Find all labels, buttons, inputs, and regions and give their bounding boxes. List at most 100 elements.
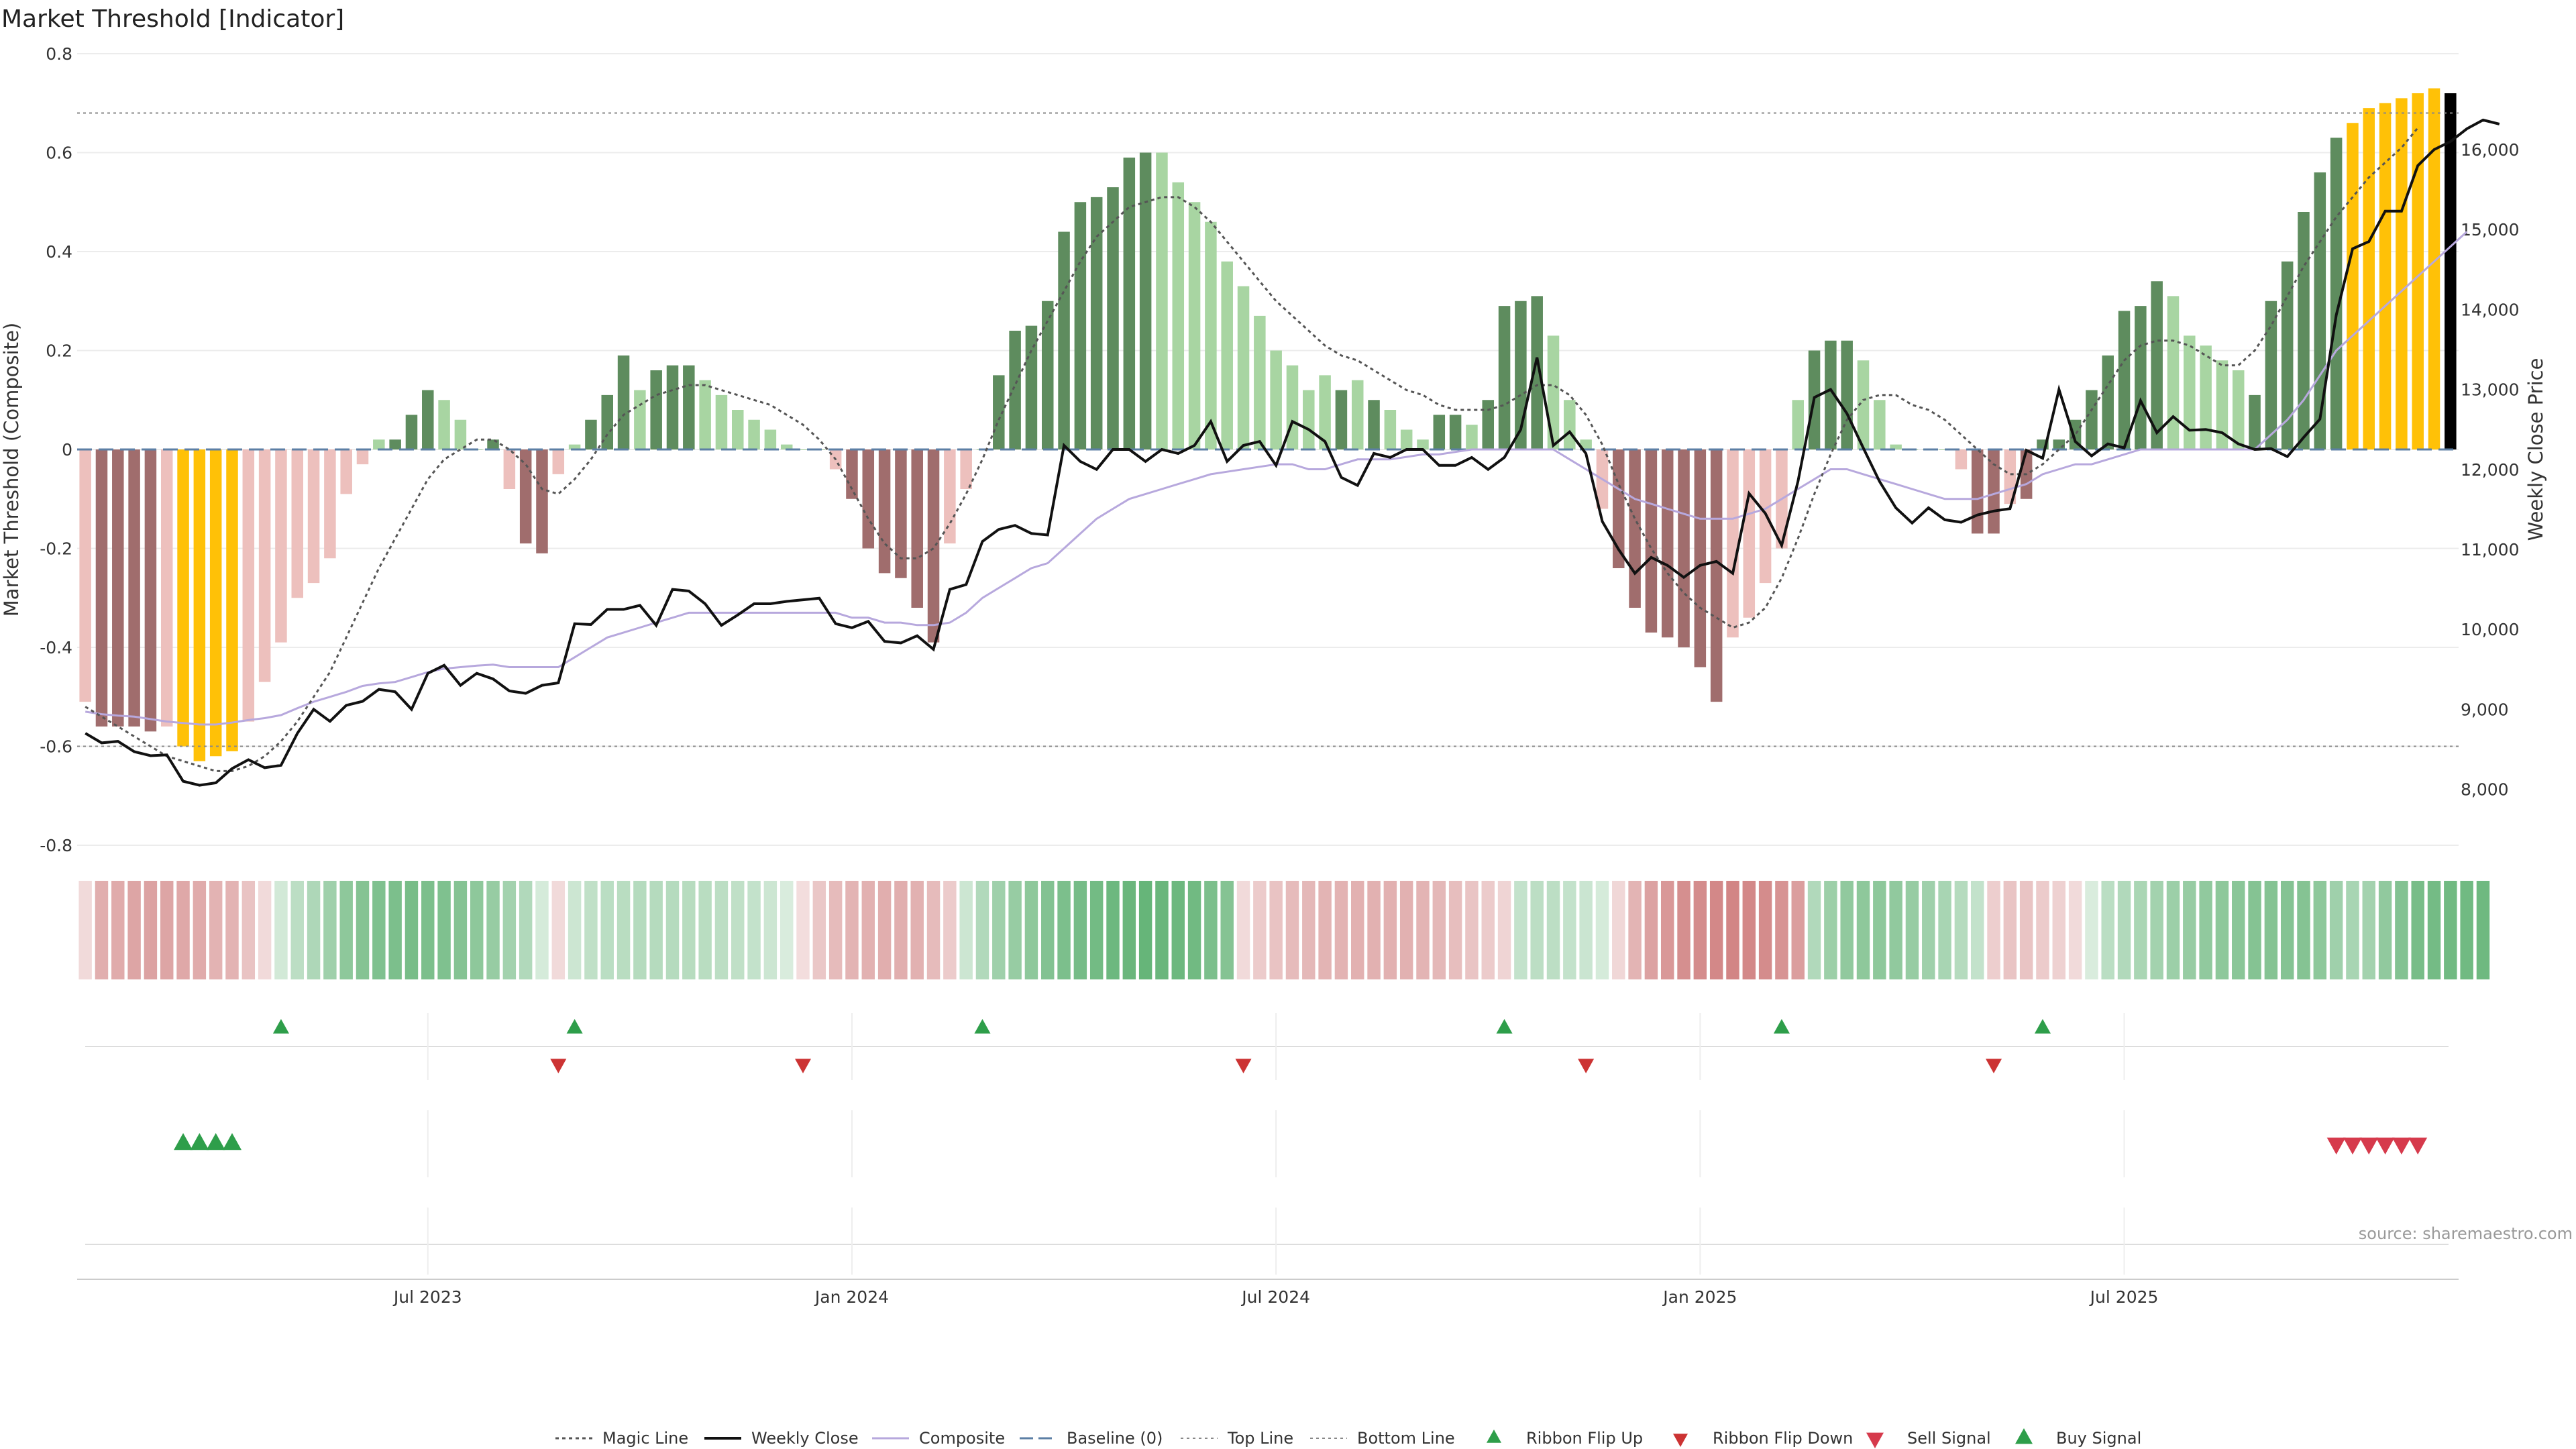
composite-bar xyxy=(1466,425,1478,449)
buy-signal-marker xyxy=(206,1133,225,1150)
ribbon-cell xyxy=(731,881,745,979)
ribbon-cell xyxy=(1514,881,1527,979)
ribbon-cell xyxy=(2476,881,2490,979)
legend-item-flip-down: Ribbon Flip Down xyxy=(1673,1429,1853,1448)
ribbon-cell xyxy=(241,881,256,979)
ribbon-cell xyxy=(2444,881,2457,979)
y-tick-label: 0 xyxy=(62,440,72,460)
y-tick-label: -0.8 xyxy=(40,836,72,855)
ribbon-cell xyxy=(1106,881,1120,979)
composite-bar xyxy=(1009,331,1021,449)
ribbon-cell xyxy=(2134,881,2147,979)
composite-bar xyxy=(1825,340,1837,449)
y2-tick-label: 10,000 xyxy=(2461,620,2519,639)
y2-tick-label: 14,000 xyxy=(2461,300,2519,319)
composite-bar xyxy=(878,449,891,574)
ribbon-cell xyxy=(437,881,451,979)
ribbon-cell xyxy=(1595,881,1609,979)
ribbon-cell xyxy=(812,881,826,979)
ribbon-cell xyxy=(1758,881,1772,979)
legend-label: Weekly Close xyxy=(751,1429,859,1448)
ribbon-cell xyxy=(845,881,859,979)
composite-bar xyxy=(1449,415,1462,449)
ribbon-cell xyxy=(209,881,223,979)
ribbon-cell xyxy=(111,881,125,979)
ribbon-cell xyxy=(2378,881,2392,979)
composite-bar xyxy=(2445,93,2457,449)
legend-swatch xyxy=(2015,1428,2033,1444)
legend-item-close: Weekly Close xyxy=(704,1429,859,1448)
ribbon-cell xyxy=(1905,881,1919,979)
composite-bar xyxy=(1743,449,1756,618)
composite-bar xyxy=(1107,187,1119,449)
y-tick-label: 0.8 xyxy=(46,44,72,64)
composite-bar xyxy=(1303,390,1315,449)
ribbon-cell xyxy=(616,881,631,979)
ribbon-cell xyxy=(1938,881,1951,979)
composite-bar xyxy=(1400,429,1413,449)
ribbon-cell xyxy=(470,881,484,979)
y2-tick-label: 12,000 xyxy=(2461,460,2519,480)
ribbon-cell xyxy=(2036,881,2049,979)
ribbon-cell xyxy=(1530,881,1544,979)
ribbon-cell xyxy=(2101,881,2114,979)
ribbon-cell xyxy=(861,881,875,979)
composite-bar xyxy=(780,444,793,449)
ribbon-cell xyxy=(193,881,207,979)
ribbon-cell xyxy=(894,881,908,979)
ribbon-flip-up-marker xyxy=(1773,1019,1790,1034)
ribbon-cell xyxy=(453,881,468,979)
composite-bar xyxy=(1531,296,1543,449)
composite-bar xyxy=(1792,400,1804,449)
ribbon-cell xyxy=(1399,881,1413,979)
ribbon-cell xyxy=(1334,881,1348,979)
ribbon-cell xyxy=(356,881,370,979)
ribbon-cell xyxy=(1954,881,1968,979)
ribbon-cell xyxy=(2085,881,2098,979)
composite-bar xyxy=(683,365,695,449)
ribbon-cell xyxy=(1155,881,1169,979)
legend-label: Top Line xyxy=(1227,1429,1293,1448)
composite-bar xyxy=(405,415,418,449)
ribbon-cell xyxy=(127,881,141,979)
composite-bar xyxy=(715,394,728,449)
legend: Magic Line Weekly Close Composite Baseline … xyxy=(555,1428,2141,1448)
x-tick-label: Jan 2024 xyxy=(814,1287,889,1307)
ribbon-cell xyxy=(2248,881,2261,979)
ribbon-cell xyxy=(535,881,549,979)
ribbon-cell xyxy=(877,881,892,979)
ribbon-cell xyxy=(421,881,435,979)
composite-bar xyxy=(258,449,271,682)
composite-bar xyxy=(242,449,255,722)
ribbon-flip-down-marker xyxy=(795,1059,812,1073)
ribbon-cell xyxy=(2232,881,2245,979)
ribbon-cell xyxy=(649,881,663,979)
ribbon-cell xyxy=(2215,881,2229,979)
ribbon-cell xyxy=(290,881,304,979)
ribbon-cell xyxy=(1807,881,1821,979)
composite-bar xyxy=(536,449,548,553)
ribbon-cell xyxy=(1840,881,1854,979)
ribbon-cell xyxy=(1563,881,1576,979)
composite-bar xyxy=(1971,449,1984,534)
composite-bar xyxy=(1710,449,1723,702)
ribbon-cell xyxy=(1367,881,1381,979)
ribbon-cell xyxy=(1187,881,1201,979)
composite-bar xyxy=(666,365,679,449)
ribbon-cell xyxy=(1889,881,1902,979)
composite-bar xyxy=(95,449,108,727)
ribbon-cell xyxy=(1171,881,1185,979)
composite-bar xyxy=(1694,449,1707,667)
ribbon-cell xyxy=(486,881,500,979)
ribbon-cell xyxy=(2264,881,2278,979)
legend-item-magic: Magic Line xyxy=(555,1429,688,1448)
ribbon-cell xyxy=(1481,881,1495,979)
ribbon-cell xyxy=(502,881,517,979)
composite-bar xyxy=(1041,301,1054,449)
composite-bar xyxy=(1433,415,1446,449)
composite-bar xyxy=(634,390,646,449)
legend-label: Sell Signal xyxy=(1907,1429,1991,1448)
composite-bar xyxy=(373,439,385,449)
ribbon-cell xyxy=(1579,881,1593,979)
composite-bar xyxy=(1988,449,2000,534)
